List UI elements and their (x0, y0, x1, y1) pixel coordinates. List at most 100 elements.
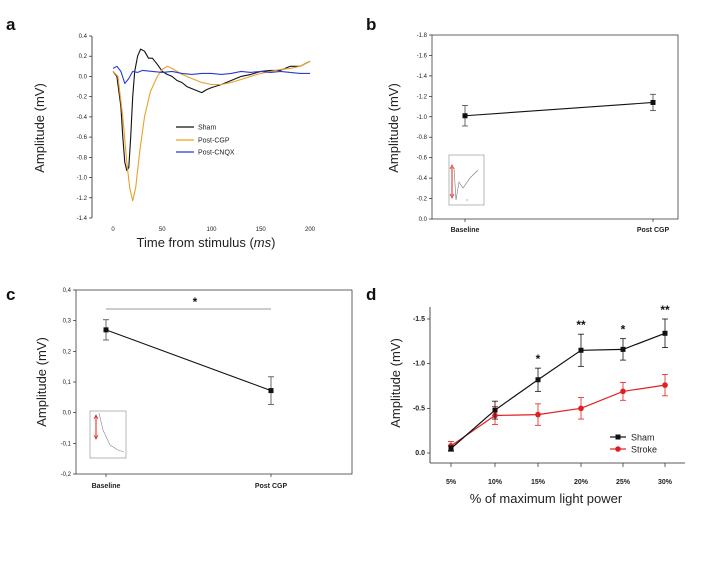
panel-d-point-stroke (535, 411, 541, 418)
panel-c-y-tick-label: -0,1 (61, 441, 72, 447)
panel-a-x-tick-label: 150 (256, 227, 267, 233)
panel-b-y-tick-label: -0.6 (417, 156, 428, 162)
inset-trace-line (453, 167, 479, 201)
legend-label-stroke: Stroke (631, 445, 657, 455)
legend-label-post-cnqx: Post-CNQX (198, 150, 235, 157)
panel-b-y-tick-label: -1.8 (417, 33, 428, 39)
panel-label-a: a (6, 15, 16, 34)
panel-d-point-stroke (620, 388, 626, 395)
panel-b-y-label: Amplitude (mV) (386, 83, 401, 173)
inset-trace-line (98, 412, 125, 453)
panel-b-point (650, 99, 656, 105)
panel-b-y-tick-label: -1.6 (417, 53, 428, 59)
panel-a-x-tick-label: 200 (305, 227, 316, 233)
panel-d-point-sham (535, 377, 541, 383)
panel-d-line-sham (450, 332, 666, 449)
panel-d-y-tick-label: -1.5 (413, 316, 425, 323)
panel-a-y-tick-label: -1.4 (77, 216, 88, 222)
panel-c-y-tick-label: 0,1 (63, 380, 72, 386)
panel-d-x-tick-label: 30% (658, 479, 673, 486)
panel-b-chart: 0.0-0.2-0.4-0.6-0.8-1.0-1.2-1.4-1.6-1.8 … (386, 33, 679, 234)
panel-a-x-tick-label: 0 (111, 227, 115, 233)
panel-d-y-ticks: -1.5 -1.0 -0.5 0.0 (413, 316, 430, 457)
panel-d-point-stroke (578, 405, 584, 412)
panel-d-x-tick-label: 20% (574, 479, 589, 486)
panel-c-y-tick-label: 0,3 (63, 319, 72, 325)
legend-label-post-cgp: Post-CGP (198, 138, 230, 145)
significance-star: * (193, 295, 198, 309)
panel-a-y-tick-label: 0.2 (79, 54, 88, 60)
panel-c-y-tick-label: 0,4 (63, 288, 72, 294)
panel-d-significance-star: * (621, 323, 626, 337)
panel-b-y-tick-label: -1.4 (417, 74, 428, 80)
panel-d-point-sham (662, 330, 668, 336)
panel-a-y-tick-label: 0.4 (79, 34, 88, 40)
panel-d-y-tick-label: 0.0 (415, 450, 425, 457)
legend-marker-stroke (615, 446, 621, 452)
panel-c-line (105, 329, 272, 392)
panel-b-frame (431, 34, 679, 220)
panel-b-y-tick-label: 0.0 (419, 217, 428, 223)
panel-d-point-sham (492, 407, 498, 413)
panel-a-y-tick-label: -1.2 (77, 196, 88, 202)
panel-b-inset-trace (448, 154, 485, 206)
panel-d-x-label: % of maximum light power (470, 491, 623, 506)
panel-c-y-tick-label: -0,2 (61, 472, 72, 478)
panel-c-chart: 0,4 0,3 0,2 0,1 0,0 -0,1 -0,2 Baseline Post CGP… (34, 288, 353, 490)
panel-d-y-label: Amplitude (mV) (388, 338, 403, 428)
panel-d-significance-star: ** (576, 318, 586, 332)
panel-d-significance: *** *** (536, 303, 670, 366)
inset-frame (448, 154, 485, 206)
panel-a-y-tick-label: -1.0 (77, 176, 88, 182)
panel-d-x-tick-label: 5% (446, 479, 457, 486)
panel-a-chart: 0.4 0.2 0.0 -0.2 -0.4 -0.6 -0.8 -1.0 -1.2 -1.4 0 5… (32, 34, 316, 250)
panel-a-y-ticks: 0.4 0.2 0.0 -0.2 -0.4 -0.6 -0.8 -1.0 -1.2 -1.4 (77, 34, 92, 222)
panel-c-y-tick-label: 0,0 (63, 411, 72, 417)
panel-b-x-tick-label: Post CGP (637, 227, 670, 234)
panel-d-significance-star: * (536, 352, 541, 366)
panel-c-point (103, 327, 109, 333)
panel-b-y-tick-label: -0.2 (417, 197, 428, 203)
panel-c-point (268, 388, 274, 394)
panel-a-y-label: Amplitude (mV) (32, 83, 47, 173)
panel-c-inset-trace (89, 410, 127, 459)
panel-b-x-ticks: Baseline Post CGP (451, 219, 670, 234)
panel-label-d: d (366, 285, 376, 304)
panel-a-x-tick-label: 50 (159, 227, 166, 233)
panel-b-point (462, 113, 468, 119)
panel-d-legend: Sham Stroke (610, 433, 657, 455)
legend-label-sham: Sham (198, 125, 216, 132)
trace-line-post-cgp (112, 60, 311, 202)
panel-d-y-tick-label: -1.0 (413, 361, 425, 368)
panel-label-c: c (6, 285, 15, 304)
panel-a-y-tick-label: -0.6 (77, 135, 88, 141)
panel-d-point-sham (620, 346, 626, 352)
panel-b-y-tick-label: -1.0 (417, 115, 428, 121)
panel-a-legend: Sham Post-CGP Post-CNQX (176, 125, 235, 157)
panel-c-series (103, 319, 274, 405)
panel-c-y-label: Amplitude (mV) (34, 337, 49, 427)
panel-c-y-tick-label: 0,2 (63, 349, 72, 355)
panel-a-x-ticks: 0 50 100 150 200 (111, 227, 315, 233)
panel-c-x-ticks: Baseline Post CGP (92, 474, 288, 490)
panel-d-x-ticks: 5% 10% 15% 20% 25% 30% (446, 463, 673, 486)
panel-b-y-ticks: 0.0 -0.2 -0.4 -0.6 -0.8 -1.0 -1.2 -1.4 -1.6 -1.8 (417, 33, 432, 223)
panel-b-y-tick-label: -0.4 (417, 176, 428, 182)
panel-a-y-tick-label: 0.0 (79, 74, 88, 80)
panel-d-chart: -1.5-1.0-0.50.0 5% 10% 15% 20% 25% 30% *** ***… (388, 303, 685, 506)
panel-d-y-tick-label: -0.5 (413, 405, 425, 412)
legend-marker-sham (615, 434, 621, 440)
trace-line-post-cnqx (112, 65, 310, 85)
panel-b-series (462, 93, 656, 127)
panel-b-y-tick-label: -0.8 (417, 135, 428, 141)
inset-arrow-heads (93, 414, 99, 440)
panel-c-x-tick-label: Baseline (92, 483, 121, 490)
panel-a-y-tick-label: -0.2 (77, 95, 88, 101)
panel-label-b: b (366, 15, 376, 34)
panel-d-point-sham (448, 446, 454, 452)
panel-b-line (464, 101, 654, 117)
panel-c-x-tick-label: Post CGP (255, 483, 288, 490)
panel-a-y-tick-label: -0.4 (77, 115, 88, 121)
legend-label-sham: Sham (631, 433, 655, 443)
